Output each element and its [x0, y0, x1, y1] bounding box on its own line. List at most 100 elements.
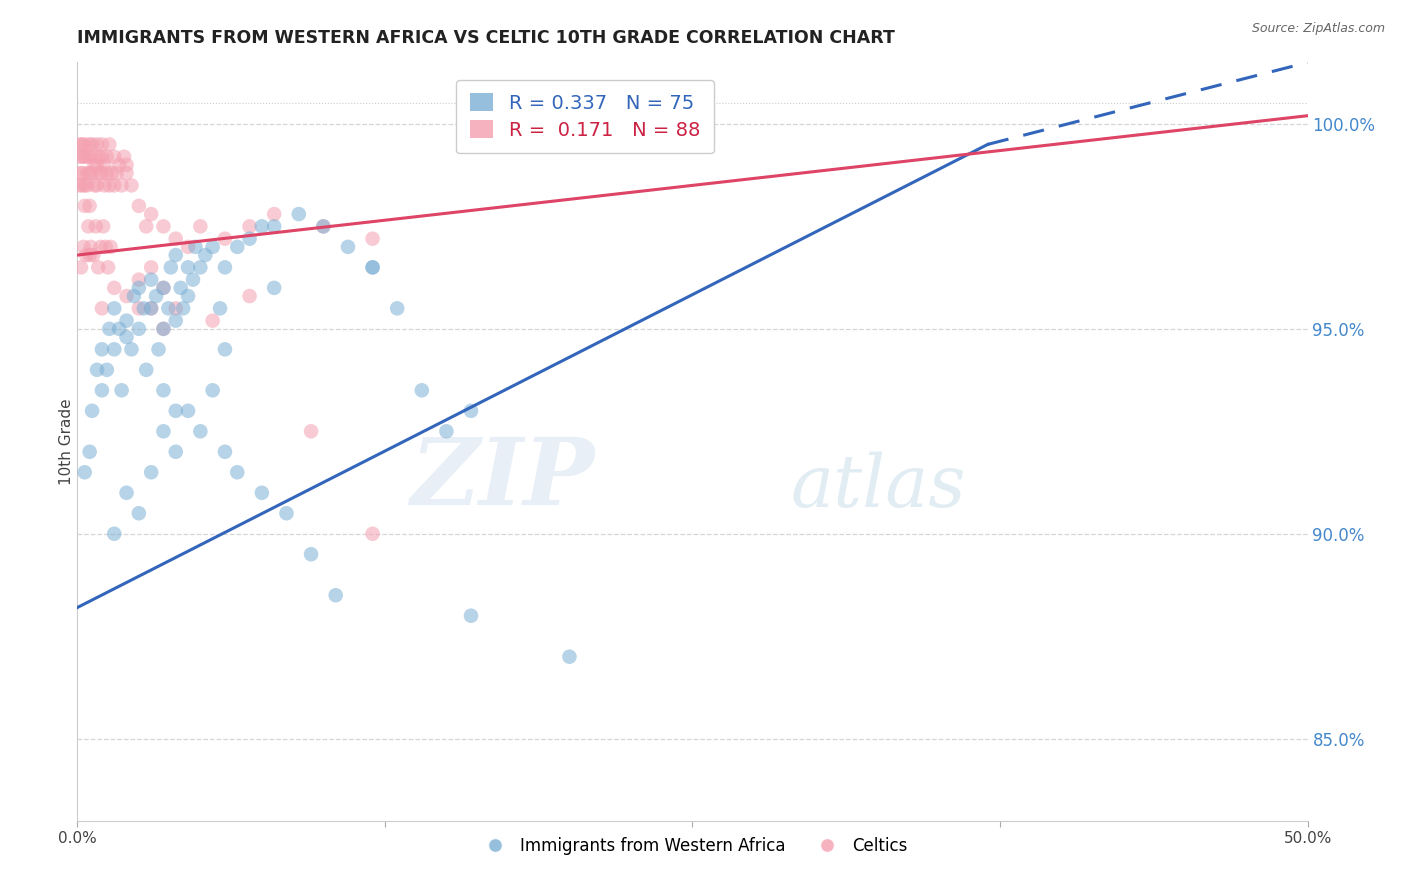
Point [165, 404, 187, 418]
Point [79, 444, 101, 458]
Point [103, 150, 125, 164]
Point [145, 289, 167, 303]
Point [460, 404, 482, 418]
Point [86, 137, 108, 152]
Point [98, 322, 121, 336]
Point [90, 240, 112, 254]
Point [79, 150, 101, 164]
Point [121, 178, 143, 193]
Point [73, 178, 96, 193]
Point [103, 178, 125, 193]
Point [558, 649, 581, 664]
Point [79, 248, 101, 262]
Point [76, 150, 98, 164]
Point [73, 199, 96, 213]
Point [83, 158, 105, 172]
Point [239, 232, 262, 246]
Point [86, 178, 108, 193]
Point [184, 240, 207, 254]
Point [94, 240, 117, 254]
Point [201, 240, 224, 254]
Point [69, 166, 91, 180]
Point [226, 240, 249, 254]
Point [177, 289, 200, 303]
Point [288, 207, 311, 221]
Point [165, 313, 187, 327]
Point [152, 322, 174, 336]
Point [97, 260, 120, 275]
Point [152, 384, 174, 398]
Point [188, 260, 212, 275]
Point [128, 281, 150, 295]
Point [86, 363, 108, 377]
Point [361, 260, 384, 275]
Point [69, 178, 91, 193]
Point [103, 526, 125, 541]
Point [239, 219, 262, 234]
Text: IMMIGRANTS FROM WESTERN AFRICA VS CELTIC 10TH GRADE CORRELATION CHART: IMMIGRANTS FROM WESTERN AFRICA VS CELTIC… [77, 29, 896, 47]
Point [115, 485, 138, 500]
Point [70, 137, 93, 152]
Point [276, 506, 298, 520]
Point [299, 547, 322, 561]
Point [83, 178, 105, 193]
Point [82, 248, 104, 262]
Point [82, 137, 104, 152]
Point [89, 166, 111, 180]
Point [214, 444, 236, 458]
Point [112, 150, 135, 164]
Point [263, 281, 285, 295]
Point [141, 465, 163, 479]
Point [70, 166, 93, 180]
Point [152, 281, 174, 295]
Point [115, 330, 138, 344]
Point [96, 363, 118, 377]
Point [75, 248, 97, 262]
Point [361, 260, 384, 275]
Point [79, 137, 101, 152]
Point [411, 384, 433, 398]
Point [148, 343, 170, 357]
Point [188, 425, 212, 439]
Point [76, 166, 98, 180]
Point [115, 313, 138, 327]
Point [105, 166, 128, 180]
Point [76, 178, 98, 193]
Point [165, 444, 187, 458]
Point [436, 425, 458, 439]
Point [201, 313, 224, 327]
Point [98, 178, 121, 193]
Point [214, 232, 236, 246]
Point [177, 404, 200, 418]
Point [73, 465, 96, 479]
Point [177, 240, 200, 254]
Point [299, 425, 322, 439]
Point [172, 301, 194, 316]
Point [337, 240, 360, 254]
Point [226, 465, 249, 479]
Point [70, 178, 93, 193]
Point [460, 608, 482, 623]
Point [82, 404, 104, 418]
Point [80, 240, 103, 254]
Point [181, 273, 204, 287]
Point [115, 166, 138, 180]
Point [385, 301, 409, 316]
Point [141, 273, 163, 287]
Point [103, 301, 125, 316]
Point [177, 260, 200, 275]
Point [361, 232, 384, 246]
Point [111, 384, 132, 398]
Text: atlas: atlas [792, 451, 966, 523]
Point [93, 158, 115, 172]
Point [73, 137, 96, 152]
Point [93, 178, 115, 193]
Point [100, 240, 122, 254]
Legend: Immigrants from Western Africa, Celtics: Immigrants from Western Africa, Celtics [471, 830, 914, 862]
Point [122, 289, 145, 303]
Point [90, 301, 114, 316]
Point [69, 150, 91, 164]
Point [69, 137, 91, 152]
Text: ZIP: ZIP [409, 434, 595, 524]
Point [96, 150, 118, 164]
